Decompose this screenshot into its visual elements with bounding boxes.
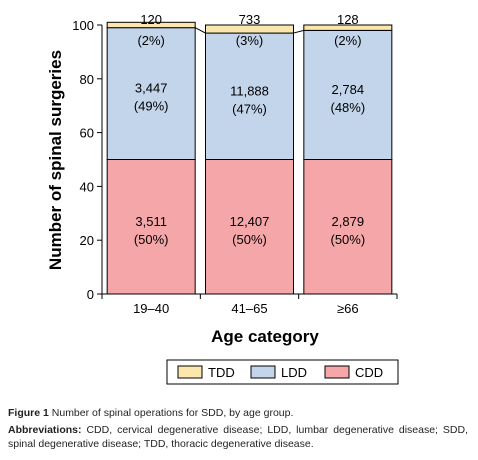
y-axis-title: Number of spinal surgeries (46, 50, 65, 270)
data-label-ldd-count-1: 3,447 (135, 81, 168, 96)
y-tick-label-60: 60 (80, 126, 94, 141)
y-tick-label-80: 80 (80, 72, 94, 87)
data-label-tdd-count-1: 120 (140, 12, 162, 27)
data-label-ldd-count-3: 2,784 (332, 82, 365, 97)
data-label-tdd-percent-3: (2%) (334, 33, 361, 48)
data-label-cdd-count-2: 12,407 (230, 214, 270, 229)
bar-cdd-1 (106, 159, 196, 295)
data-label-cdd-percent-1: (50%) (134, 232, 169, 247)
x-axis-title: Age category (211, 327, 319, 346)
legend-swatch-tdd (177, 365, 203, 379)
data-label-tdd-count-2: 733 (239, 12, 261, 27)
figure-label: Figure 1 (8, 407, 49, 419)
x-tick-label-3: ≥66 (337, 301, 359, 316)
bar-tdd-2 (205, 24, 294, 34)
y-tick-label-20: 20 (80, 233, 94, 248)
bar-ldd-1 (106, 27, 196, 160)
legend-box (166, 359, 399, 385)
connector-line-1 (194, 27, 206, 34)
legend-label-ldd: LDD (281, 365, 307, 380)
abbreviations-caption: Abbreviations: CDD, cervical degenerativ… (8, 423, 468, 451)
figure-caption: Figure 1 Number of spinal operations for… (8, 406, 468, 420)
legend-label-cdd: CDD (355, 365, 383, 380)
y-tick-label-0: 0 (87, 287, 94, 302)
data-label-ldd-percent-1: (49%) (134, 99, 169, 114)
data-label-tdd-percent-1: (2%) (137, 33, 164, 48)
abbreviations-label: Abbreviations: (8, 424, 82, 436)
data-label-ldd-percent-2: (47%) (232, 101, 267, 116)
y-tick-label-100: 100 (72, 18, 94, 33)
bar-ldd-2 (205, 32, 294, 160)
x-tick-label-2: 41–65 (231, 301, 267, 316)
data-label-ldd-count-2: 11,888 (230, 83, 269, 98)
data-label-cdd-percent-3: (50%) (330, 232, 365, 247)
data-label-tdd-percent-2: (3%) (236, 33, 263, 48)
connector-line-2 (293, 29, 304, 34)
data-label-cdd-count-1: 3,511 (135, 214, 167, 229)
y-tick-label-40: 40 (80, 179, 94, 194)
x-tick-label-1: 19–40 (133, 301, 169, 316)
bar-cdd-2 (205, 159, 294, 295)
bar-tdd-3 (303, 24, 393, 31)
plot-area: 3,511 (50%) 3,447 (49%) 120 (2%) 12,407 (50%) 11… (72, 12, 398, 316)
data-label-cdd-count-3: 2,879 (332, 214, 365, 229)
legend-label-tdd: TDD (208, 365, 235, 380)
legend-swatch-ldd (250, 365, 276, 379)
legend-swatch-cdd (324, 365, 350, 379)
data-label-ldd-percent-3: (48%) (330, 100, 365, 115)
legend: TDD LDD CDD (166, 359, 399, 385)
bar-tdd-1 (106, 21, 196, 29)
abbreviations-text: CDD, cervical degenerative disease; LDD,… (8, 424, 469, 450)
data-label-cdd-percent-2: (50%) (232, 232, 267, 247)
data-label-tdd-count-3: 128 (337, 12, 359, 27)
figure-caption-text: Number of spinal operations for SDD, by … (51, 407, 294, 419)
stacked-bar-chart: 3,511 (50%) 3,447 (49%) 120 (2%) 12,407 (50%) 11… (46, 12, 399, 385)
